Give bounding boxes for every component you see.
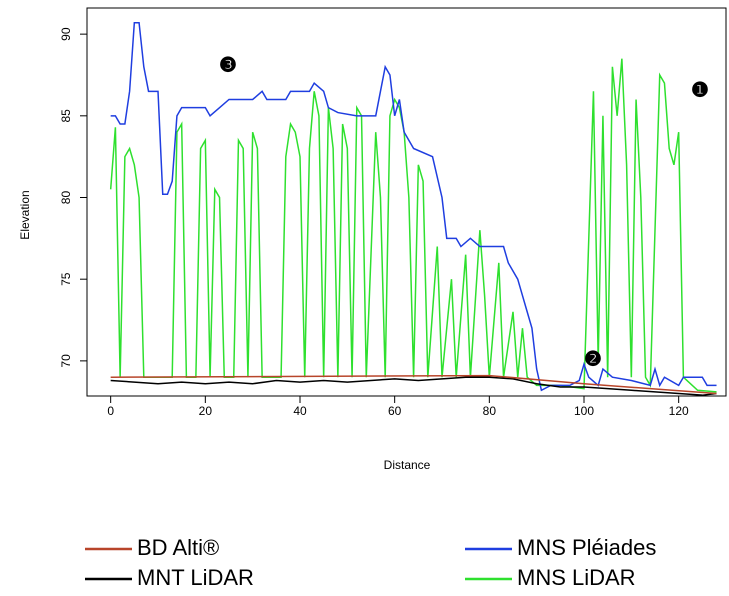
series-line: [110, 376, 717, 396]
plot-frame: [86, 7, 727, 397]
series-line: [110, 21, 717, 392]
x-tick-label: 80: [483, 404, 497, 418]
x-tick-label: 120: [669, 404, 689, 418]
legend-label: BD Alti®: [137, 535, 219, 560]
legend-label: MNT LiDAR: [137, 565, 254, 590]
y-tick-label: 90: [59, 27, 73, 41]
annotation: ❷: [584, 348, 602, 370]
annotation: ❶: [691, 79, 709, 101]
y-axis-label: Elevation: [18, 190, 32, 239]
annotation: ❸: [219, 54, 237, 76]
x-axis-label: Distance: [384, 458, 431, 472]
legend-label: MNS Pléiades: [517, 535, 656, 560]
series-line: [110, 374, 717, 395]
y-tick-label: 85: [59, 109, 73, 123]
y-tick-label: 75: [59, 272, 73, 286]
x-tick-label: 0: [107, 404, 114, 418]
legend-label: MNS LiDAR: [517, 565, 636, 590]
y-tick-label: 70: [59, 354, 73, 368]
x-tick-label: 20: [199, 404, 213, 418]
y-tick-label: 80: [59, 191, 73, 205]
series-line: [109, 58, 717, 393]
x-tick-label: 60: [388, 404, 402, 418]
x-tick-label: 40: [293, 404, 307, 418]
x-tick-label: 100: [574, 404, 594, 418]
